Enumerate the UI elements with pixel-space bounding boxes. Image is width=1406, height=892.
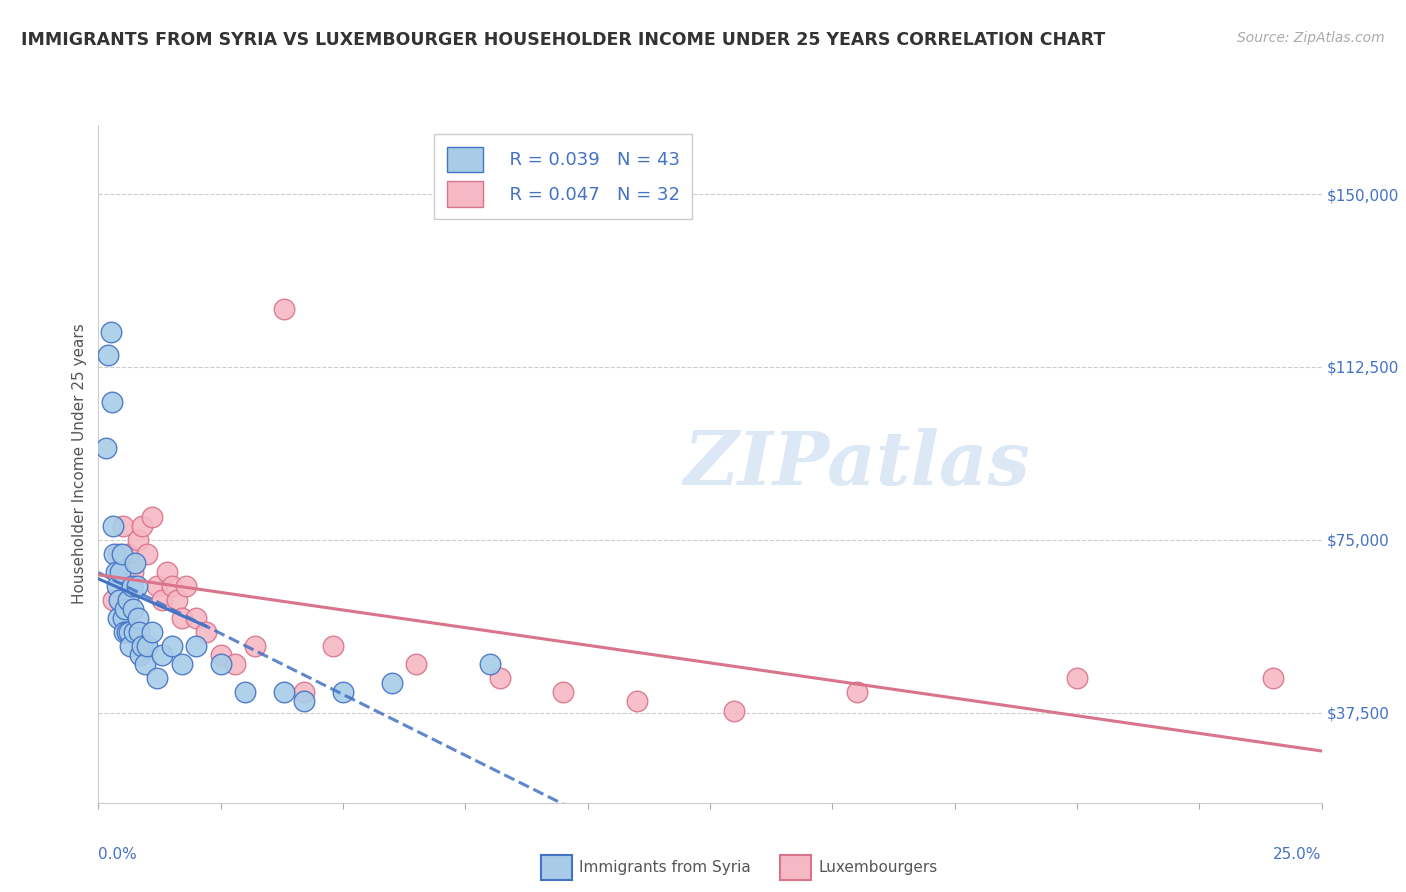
Point	[176, 579, 198, 593]
Point	[150, 648, 173, 663]
Legend:   R = 0.039   N = 43,   R = 0.047   N = 32: R = 0.039 N = 43, R = 0.047 N = 32	[434, 134, 692, 219]
Text: 25.0%: 25.0%	[1274, 847, 1322, 862]
Point	[626, 694, 648, 708]
Text: Luxembourgers: Luxembourgers	[818, 861, 938, 875]
Point	[136, 547, 159, 561]
Point	[111, 611, 134, 625]
Point	[121, 565, 143, 579]
Point	[170, 611, 193, 625]
Point	[129, 648, 152, 663]
Point	[405, 657, 427, 672]
Point	[104, 565, 127, 579]
Point	[1066, 671, 1088, 685]
Point	[150, 593, 173, 607]
Point	[141, 625, 163, 640]
Point	[332, 685, 354, 699]
Point	[128, 625, 150, 640]
Point	[122, 625, 145, 640]
Point	[112, 625, 135, 640]
Point	[186, 639, 208, 653]
Point	[1261, 671, 1284, 685]
Point	[125, 579, 148, 593]
Point	[107, 547, 129, 561]
Point	[111, 519, 134, 533]
Point	[107, 611, 129, 625]
Point	[101, 593, 124, 607]
Point	[100, 326, 122, 340]
Point	[160, 579, 183, 593]
Point	[115, 625, 138, 640]
Point	[127, 611, 149, 625]
Point	[118, 625, 141, 640]
Point	[478, 657, 501, 672]
Point	[292, 694, 315, 708]
Point	[170, 657, 193, 672]
Point	[156, 565, 179, 579]
Point	[97, 349, 120, 363]
Point	[111, 547, 134, 561]
Text: ZIPatlas: ZIPatlas	[683, 427, 1031, 500]
Point	[101, 519, 124, 533]
Point	[381, 676, 404, 690]
Point	[243, 639, 266, 653]
Point	[105, 579, 128, 593]
Point	[488, 671, 510, 685]
Point	[273, 302, 295, 317]
Y-axis label: Householder Income Under 25 years: Householder Income Under 25 years	[72, 324, 87, 604]
Point	[146, 579, 169, 593]
Point	[209, 657, 232, 672]
Point	[124, 556, 146, 570]
Point	[195, 625, 218, 640]
Point	[845, 685, 868, 699]
Point	[273, 685, 295, 699]
Point	[120, 639, 142, 653]
Point	[233, 685, 256, 699]
Point	[108, 593, 131, 607]
Point	[117, 593, 139, 607]
Point	[166, 593, 188, 607]
Text: Source: ZipAtlas.com: Source: ZipAtlas.com	[1237, 31, 1385, 45]
Point	[322, 639, 344, 653]
Point	[224, 657, 246, 672]
Point	[209, 648, 232, 663]
Point	[117, 547, 139, 561]
Point	[110, 565, 132, 579]
Point	[131, 639, 153, 653]
Point	[121, 602, 143, 616]
Text: IMMIGRANTS FROM SYRIA VS LUXEMBOURGER HOUSEHOLDER INCOME UNDER 25 YEARS CORRELAT: IMMIGRANTS FROM SYRIA VS LUXEMBOURGER HO…	[21, 31, 1105, 49]
Point	[723, 704, 745, 718]
Point	[136, 639, 159, 653]
Point	[94, 441, 117, 455]
Point	[292, 685, 315, 699]
Point	[553, 685, 575, 699]
Point	[114, 602, 136, 616]
Point	[101, 394, 124, 409]
Point	[146, 671, 169, 685]
Text: 0.0%: 0.0%	[98, 847, 138, 862]
Point	[134, 657, 156, 672]
Point	[121, 579, 143, 593]
Text: Immigrants from Syria: Immigrants from Syria	[579, 861, 751, 875]
Point	[160, 639, 183, 653]
Point	[186, 611, 208, 625]
Point	[103, 547, 125, 561]
Point	[127, 533, 149, 547]
Point	[131, 519, 153, 533]
Point	[141, 509, 163, 524]
